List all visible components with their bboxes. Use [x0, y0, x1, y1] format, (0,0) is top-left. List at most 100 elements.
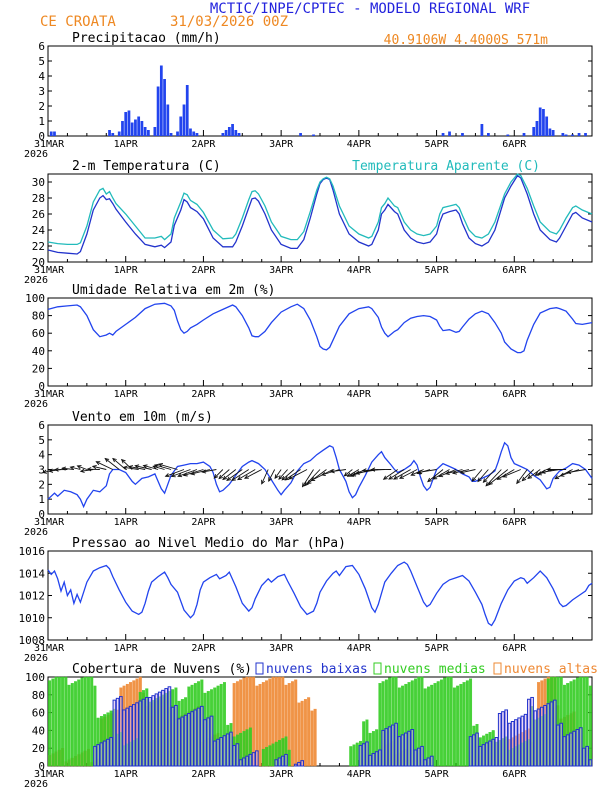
cloud-bar-low: [230, 732, 233, 766]
precip-ytick-label: 4: [38, 70, 45, 83]
wind-xtick-label: 3APR: [269, 517, 294, 528]
wind-xtick-label: 2APR: [191, 517, 216, 528]
cloud-bar-low: [362, 744, 365, 766]
cloud-bar-mid: [443, 678, 446, 766]
cloud-bar-low: [479, 746, 482, 766]
cloud-bar-low: [398, 737, 401, 766]
cloud-bar-mid: [58, 677, 61, 766]
wind-ytick-label: 6: [38, 419, 45, 432]
cloud-bar-low: [372, 754, 375, 766]
precip-bar: [561, 133, 564, 136]
precip-bar: [111, 133, 114, 136]
cloud-bar-mid: [437, 681, 440, 766]
cloud-bar-mid: [77, 680, 80, 766]
cloud-bar-low: [116, 698, 119, 766]
cloud-bar-low: [220, 738, 223, 766]
pressure-frame: [48, 551, 592, 640]
cloud-bar-low: [155, 694, 158, 766]
cloud-bar-low: [427, 758, 430, 766]
cloud-bar-low: [521, 716, 524, 766]
cloud-bar-low: [175, 705, 178, 766]
cloud-bar-mid: [52, 679, 55, 766]
temperature-series-line-0: [48, 176, 592, 254]
cloud-bar-mid: [48, 681, 51, 766]
cloud-bar-low: [139, 701, 142, 766]
cloud-bar-mid: [460, 684, 463, 766]
precip-bar: [186, 85, 189, 136]
cloud-bar-low: [511, 722, 514, 767]
precip-bar: [183, 105, 186, 137]
cloud-bar-low: [239, 760, 242, 766]
cloud-bar-low: [94, 746, 97, 766]
cloud-bar-low: [246, 756, 249, 766]
cloud-bar-mid: [424, 689, 427, 766]
cloud-bar-low: [544, 705, 547, 766]
precip-bar: [179, 117, 182, 137]
precip-bar: [131, 123, 134, 137]
clouds-xtick-label: 6APR: [502, 769, 527, 780]
cloud-bar-low: [285, 754, 288, 766]
temperature-ytick-label: 24: [32, 224, 46, 237]
precip-bar: [442, 133, 445, 136]
cloud-bar-low: [382, 730, 385, 766]
precip-bar: [147, 130, 150, 136]
cloud-legend-label: nuvens baixas: [266, 662, 368, 677]
cloud-bar-low: [560, 723, 563, 766]
cloud-bar-low: [252, 753, 255, 766]
cloud-bar-low: [97, 745, 100, 766]
cloud-legend-label: nuvens altas: [504, 662, 598, 677]
cloud-bar-mid: [90, 677, 93, 766]
clouds-title: Cobertura de Nuvens (%): [72, 662, 252, 677]
cloud-bar-low: [589, 760, 592, 766]
cloud-bar-low: [404, 733, 407, 766]
cloud-bar-low: [417, 748, 420, 766]
cloud-bar-mid: [463, 682, 466, 766]
precip-title: Precipitacao (mm/h): [72, 31, 221, 46]
cloud-bar-low: [550, 702, 553, 766]
wind-year-label: 2026: [24, 527, 48, 538]
clouds-xtick-label: 4APR: [347, 769, 372, 780]
cloud-bar-mid: [447, 677, 450, 766]
cloud-bar-high: [298, 703, 301, 766]
cloud-bar-low: [430, 756, 433, 766]
cloud-bar-low: [210, 716, 213, 766]
humidity-xtick-label: 2APR: [191, 389, 216, 400]
precip-bar: [552, 130, 555, 136]
precip-bar: [228, 127, 231, 136]
cloud-bar-low: [178, 719, 181, 766]
precip-bar: [128, 111, 131, 137]
cloud-bar-low: [495, 738, 498, 766]
cloud-bar-low: [217, 739, 220, 766]
cloud-bar-low: [113, 700, 116, 766]
cloud-bar-mid: [68, 685, 71, 766]
temperature-ytick-label: 22: [32, 240, 45, 253]
cloud-bar-low: [191, 712, 194, 766]
humidity-title: Umidade Relativa em 2m (%): [72, 283, 276, 298]
wind-ytick-label: 1: [38, 493, 45, 506]
cloud-bar-low: [540, 707, 543, 766]
precip-bar: [166, 105, 169, 137]
humidity-ytick-label: 60: [32, 327, 45, 340]
cloud-bar-low: [243, 758, 246, 766]
cloud-bar-high: [301, 701, 304, 766]
cloud-bar-low: [256, 751, 259, 766]
cloud-bar-low: [472, 735, 475, 766]
cloud-bar-high: [291, 681, 294, 766]
precip-bar: [234, 130, 237, 136]
cloud-bar-mid: [450, 677, 453, 766]
cloud-bar-mid: [81, 678, 84, 766]
cloud-legend-swatch: [256, 663, 263, 674]
humidity-frame: [48, 298, 592, 386]
cloud-bar-low: [375, 752, 378, 766]
cloud-bar-high: [307, 697, 310, 766]
cloud-bar-low: [103, 741, 106, 766]
precip-bar: [523, 133, 526, 136]
precip-bar: [532, 127, 535, 136]
precip-bar: [121, 121, 124, 136]
